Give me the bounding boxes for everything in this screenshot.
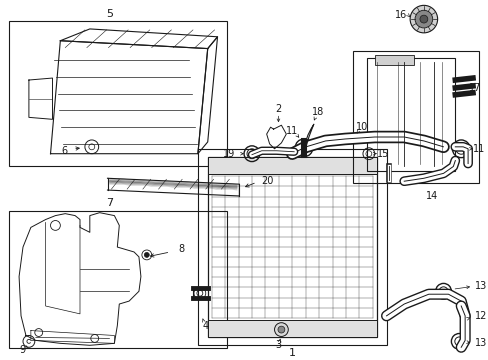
Text: 6: 6 xyxy=(61,146,67,156)
Text: 10: 10 xyxy=(355,122,367,132)
Text: 13: 13 xyxy=(474,338,486,348)
Text: 17: 17 xyxy=(468,83,480,93)
Text: 5: 5 xyxy=(106,9,113,19)
Text: 16: 16 xyxy=(394,10,407,20)
Bar xyxy=(9,211,227,348)
Text: 11: 11 xyxy=(472,144,484,154)
Bar xyxy=(207,157,376,337)
Bar xyxy=(9,21,227,166)
Text: 15: 15 xyxy=(376,149,388,159)
Circle shape xyxy=(274,323,288,337)
Text: 7: 7 xyxy=(106,198,113,208)
Text: 19: 19 xyxy=(223,149,235,159)
Text: 11: 11 xyxy=(285,126,298,136)
Circle shape xyxy=(419,15,427,23)
Text: 2: 2 xyxy=(275,104,281,114)
Circle shape xyxy=(414,10,432,28)
Text: 13: 13 xyxy=(474,282,486,291)
Circle shape xyxy=(144,252,149,257)
Bar xyxy=(198,149,386,345)
Text: 4: 4 xyxy=(203,321,208,330)
Text: 1: 1 xyxy=(288,348,295,358)
Text: 14: 14 xyxy=(425,191,437,201)
Text: 18: 18 xyxy=(311,107,323,117)
Text: 12: 12 xyxy=(474,311,487,321)
Text: 3: 3 xyxy=(275,340,281,350)
Text: 8: 8 xyxy=(178,244,184,254)
Text: 9: 9 xyxy=(19,345,25,355)
Bar xyxy=(207,157,376,174)
Bar xyxy=(366,58,454,171)
Bar xyxy=(352,50,478,183)
Circle shape xyxy=(409,5,437,33)
Text: 20: 20 xyxy=(260,176,273,186)
Bar xyxy=(374,55,413,65)
Circle shape xyxy=(277,326,285,333)
Bar xyxy=(207,320,376,337)
